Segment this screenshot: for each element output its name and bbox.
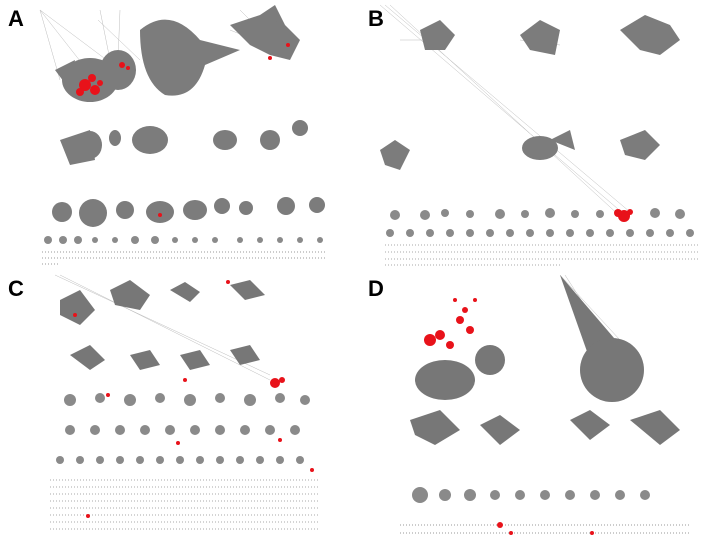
panel-label-a: A <box>8 6 24 31</box>
network-diagram-a <box>39 5 325 265</box>
panel-b: B <box>360 0 720 270</box>
network-diagram-b <box>379 4 700 266</box>
panel-label-d: D <box>368 276 384 301</box>
network-diagram-d <box>400 274 690 535</box>
panel-label-c: C <box>8 276 24 301</box>
panel-c: C <box>0 270 360 540</box>
network-diagram-c <box>50 274 320 530</box>
panel-a: A <box>0 0 360 270</box>
panel-d: D <box>360 270 720 540</box>
panel-label-b: B <box>368 6 384 31</box>
